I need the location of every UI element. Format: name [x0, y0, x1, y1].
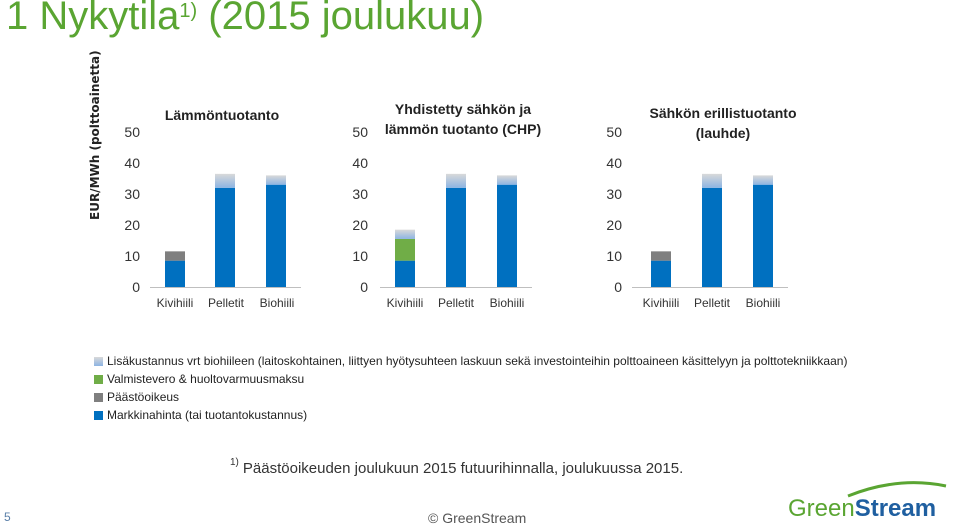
x-tick-label: Pelletit: [208, 296, 245, 310]
bar-segment-extra: [395, 229, 415, 239]
logo-text-green: Green: [788, 495, 855, 520]
legend-item: Lisäkustannus vrt biohiileen (laitoskoht…: [94, 352, 847, 370]
y-tick-label: 40: [606, 155, 622, 171]
y-tick-label: 50: [352, 124, 368, 140]
bar-segment-extra: [215, 173, 235, 188]
bar-segment-extra: [446, 173, 466, 188]
y-tick-label: 50: [124, 124, 140, 140]
x-tick-label: Biohiili: [746, 296, 781, 310]
x-tick-label: Biohiili: [490, 296, 525, 310]
footnote-text: Päästöoikeuden joulukuun 2015 futuurihin…: [242, 460, 684, 477]
bar-segment-market: [165, 260, 185, 287]
legend-item: Valmistevero & huoltovarmuusmaksu: [94, 370, 847, 388]
bar-segment-extra: [702, 173, 722, 188]
greenstream-logo: GreenStream: [788, 481, 947, 520]
legend-label: Lisäkustannus vrt biohiileen (laitoskoht…: [107, 354, 848, 368]
page-title-footnote-mark: 1): [179, 0, 198, 22]
bar-segment-emission: [651, 251, 671, 261]
legend-item: Päästöoikeus: [94, 388, 847, 406]
legend-label: Markkinahinta (tai tuotantokustannus): [107, 408, 308, 422]
y-tick-label: 40: [124, 155, 140, 171]
y-tick-label: 40: [352, 155, 368, 171]
chart-title: lämmön tuotanto (CHP): [385, 121, 541, 137]
page-title-rest: (2015 joulukuu): [197, 0, 485, 38]
legend: Lisäkustannus vrt biohiileen (laitoskoht…: [94, 352, 847, 424]
page-number: 5: [4, 510, 11, 524]
x-tick-label: Kivihiili: [387, 296, 424, 310]
y-tick-label: 0: [614, 279, 622, 295]
y-tick-label: 20: [352, 217, 368, 233]
legend-label: Päästöoikeus: [107, 390, 180, 404]
y-tick-label: 10: [606, 248, 622, 264]
chart-panel-2: Yhdistetty sähkön ja lämmön tuotanto (CHP…: [352, 101, 541, 310]
logo-text: GreenStream: [788, 495, 936, 520]
footnote-mark: 1): [230, 457, 239, 468]
y-tick-label: 20: [606, 217, 622, 233]
chart-title: Sähkön erillistuotanto: [649, 105, 796, 121]
bar-segment-market: [266, 184, 286, 287]
copyright-notice: © GreenStream: [428, 510, 527, 526]
legend-swatch: [94, 410, 103, 420]
x-tick-label: Kivihiili: [643, 296, 680, 310]
x-tick-label: Pelletit: [438, 296, 475, 310]
bar-segment-market: [395, 260, 415, 287]
y-tick-label: 50: [606, 124, 622, 140]
x-tick-label: Biohiili: [260, 296, 295, 310]
chart-title: Lämmöntuotanto: [165, 107, 279, 123]
logo-swoosh-icon: [847, 481, 947, 498]
page-title-main: 1 Nykytila: [6, 0, 180, 38]
legend-item: Markkinahinta (tai tuotantokustannus): [94, 406, 847, 424]
x-tick-label: Pelletit: [694, 296, 731, 310]
x-tick-label: Kivihiili: [157, 296, 194, 310]
bar-segment-market: [446, 187, 466, 287]
bar-segment-emission: [165, 251, 185, 261]
y-tick-label: 0: [132, 279, 140, 295]
legend-swatch: [94, 374, 103, 384]
y-tick-label: 30: [124, 186, 140, 202]
bar-segment-market: [497, 184, 517, 287]
chart-title: Yhdistetty sähkön ja: [395, 101, 531, 117]
bar-segment-market: [702, 187, 722, 287]
bar-segment-tax: [395, 238, 415, 261]
y-tick-label: 20: [124, 217, 140, 233]
charts-svg: Lämmöntuotanto 0 10 20 30 40 50 Kivihiili Pellet…: [124, 101, 796, 310]
footnote: 1) Päästöoikeuden joulukuun 2015 futuurih…: [230, 457, 684, 477]
bar-segment-market: [753, 184, 773, 287]
y-tick-label: 10: [124, 248, 140, 264]
chart-title: (lauhde): [696, 125, 750, 141]
legend-swatch: [94, 356, 103, 366]
y-tick-label: 10: [352, 248, 368, 264]
bar-segment-market: [215, 187, 235, 287]
logo-text-blue: Stream: [855, 495, 936, 520]
bar-segment-extra: [753, 175, 773, 185]
legend-label: Valmistevero & huoltovarmuusmaksu: [107, 372, 305, 386]
y-tick-label: 30: [606, 186, 622, 202]
chart-panel-1: Lämmöntuotanto 0 10 20 30 40 50 Kivihiili Pellet…: [124, 107, 301, 310]
y-tick-label: 0: [360, 279, 368, 295]
bar-segment-extra: [266, 175, 286, 185]
page-title: 1 Nykytila1) (2015 joulukuu): [6, 0, 484, 39]
chart-panel-3: Sähkön erillistuotanto (lauhde) 0 10 20 30 40 5…: [606, 105, 796, 310]
bar-segment-market: [651, 260, 671, 287]
legend-swatch: [94, 392, 103, 402]
bar-segment-extra: [497, 175, 517, 185]
y-tick-label: 30: [352, 186, 368, 202]
